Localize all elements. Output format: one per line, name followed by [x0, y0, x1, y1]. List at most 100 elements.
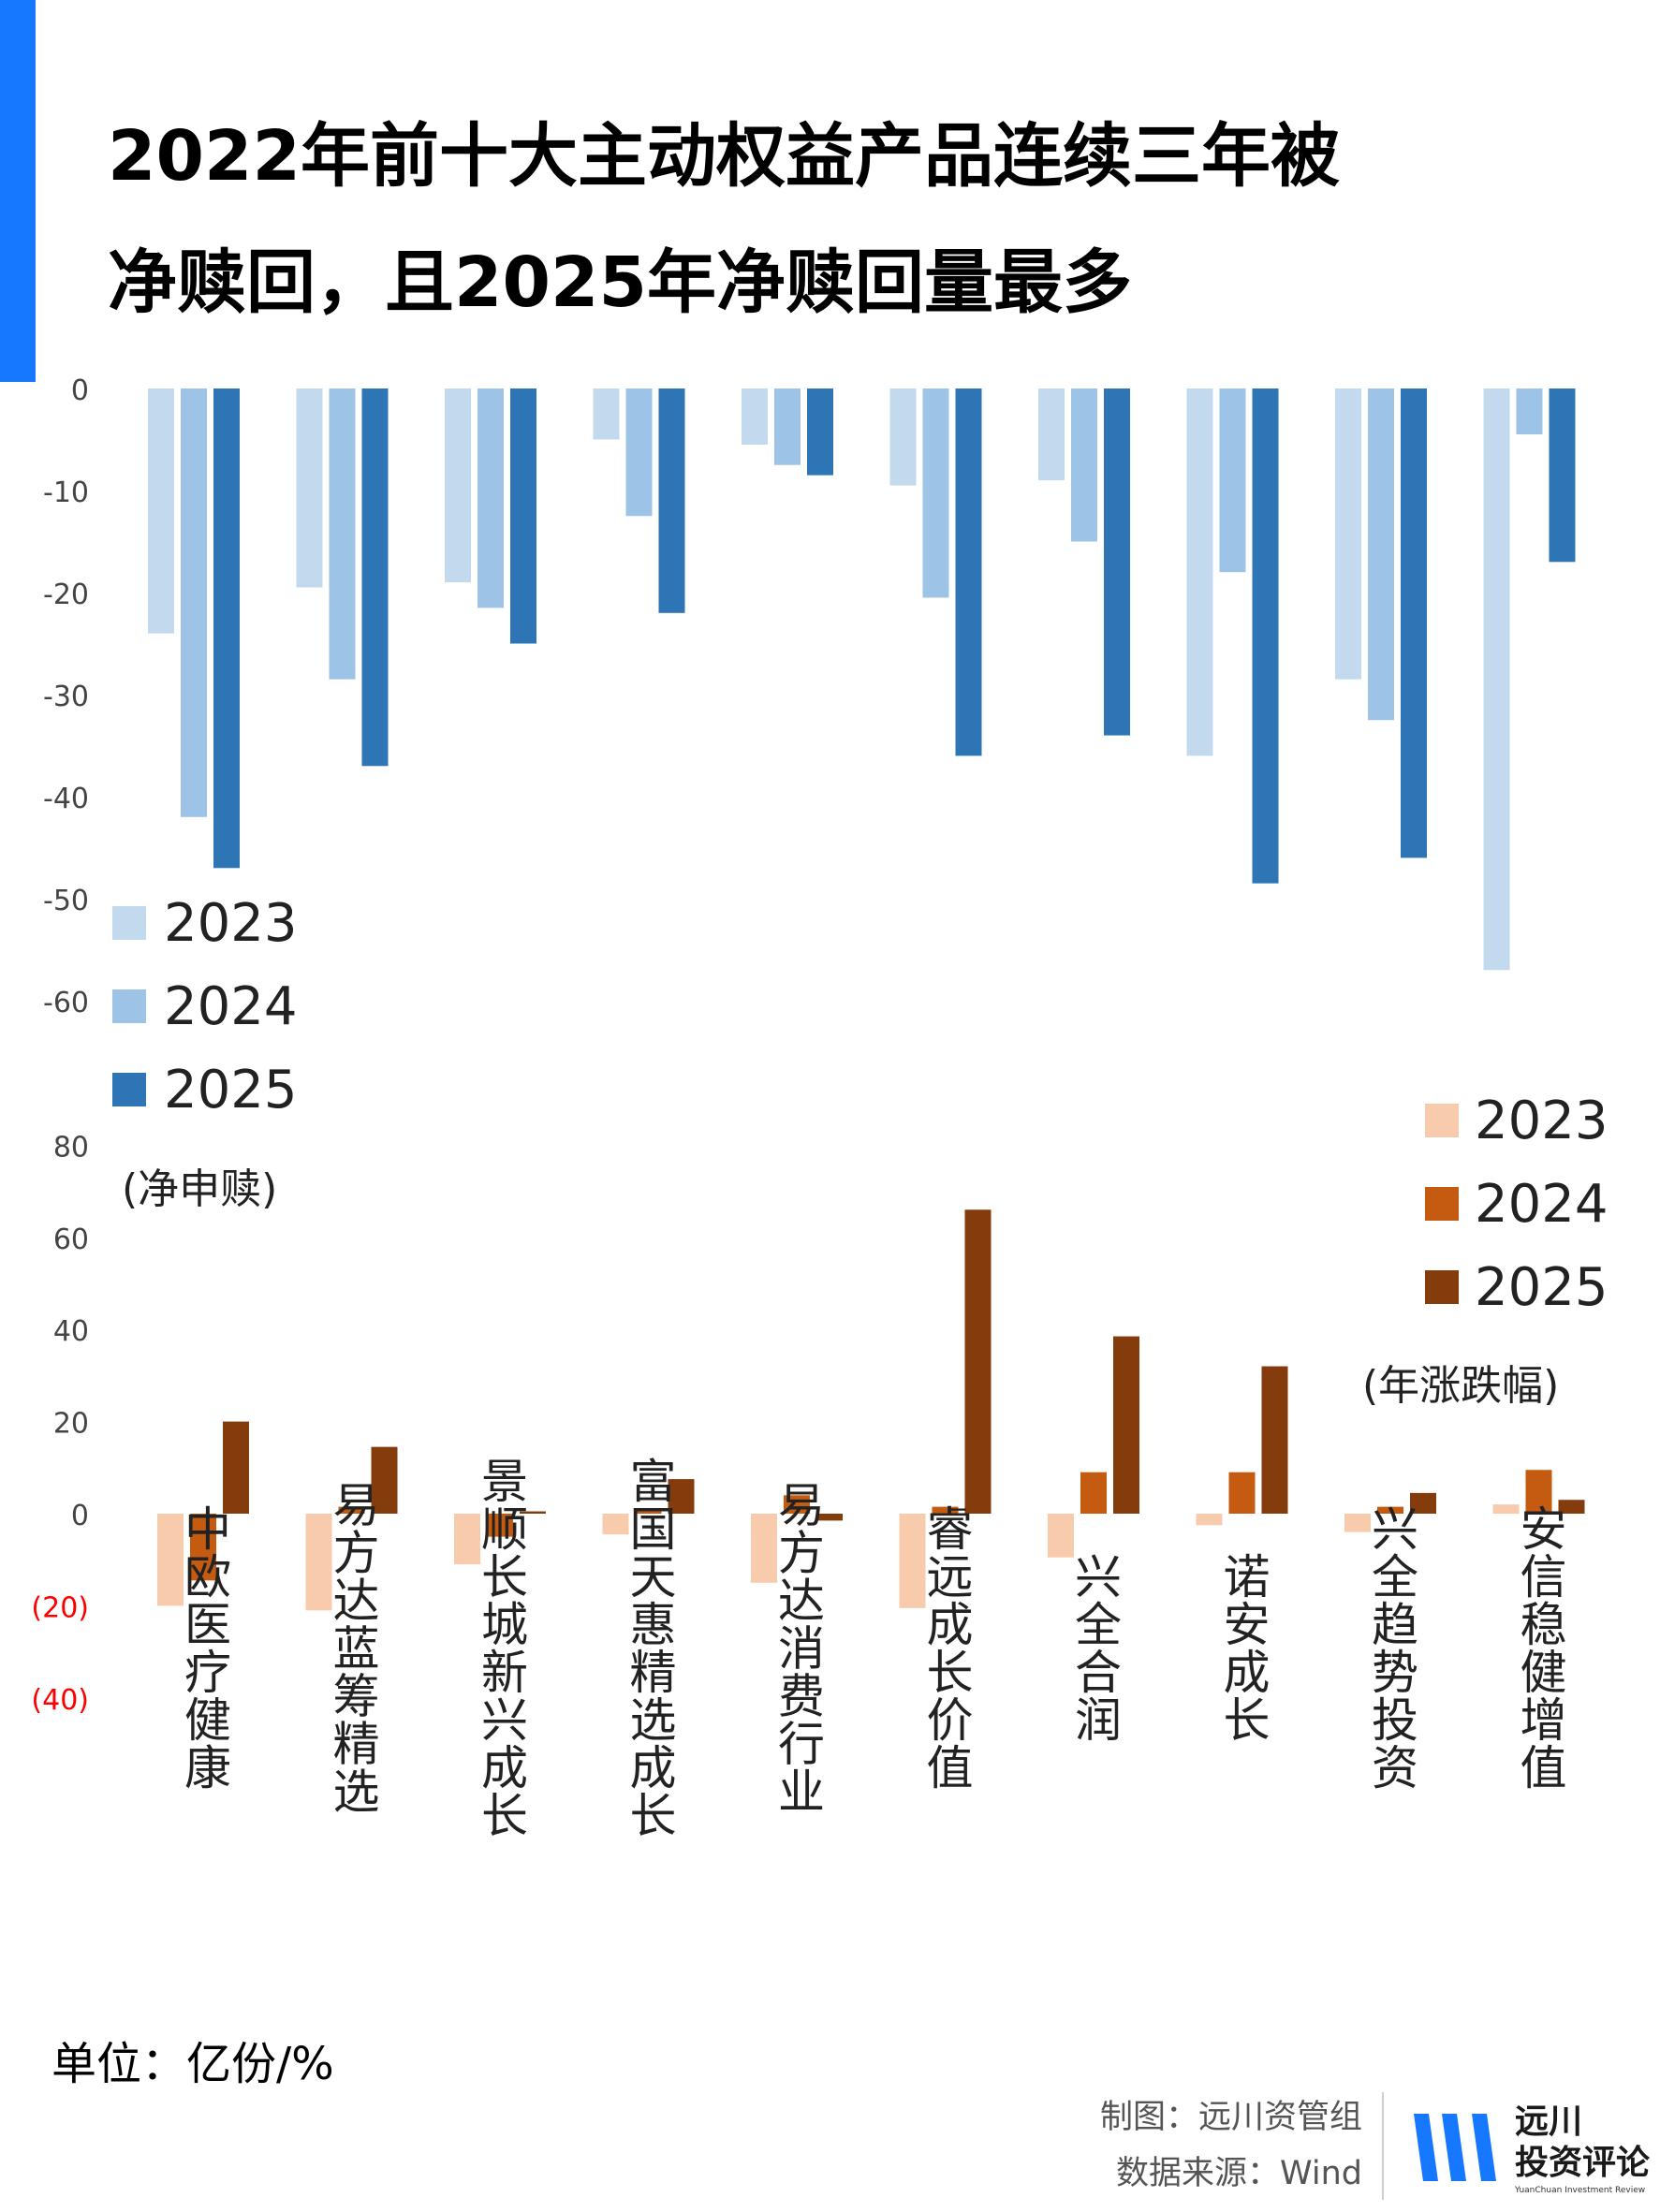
chart-area: 0 -10 -20 -30 -40 -50 -60 2023 2024 2025 80 60 40 20…: [31, 374, 1608, 1838]
bar-2025-6: [955, 388, 982, 756]
bar-2024-6: [932, 1506, 959, 1514]
legend-label-2024: 2024: [164, 976, 298, 1037]
bar-2025-9: [1401, 388, 1427, 858]
legend-label-2023: 2023: [1475, 1091, 1609, 1151]
logo-icon: [1414, 2114, 1496, 2181]
legend-swatch-2024: [1425, 1187, 1459, 1221]
legend-swatch-2023: [1425, 1104, 1459, 1137]
bar-2024-8: [1228, 1472, 1256, 1514]
series-label: (年涨跌幅): [1362, 1362, 1559, 1410]
bar-2024-3: [487, 1514, 513, 1537]
bar-2025-6: [964, 1209, 992, 1514]
bar-2023-7: [1048, 1514, 1074, 1558]
bar-2025-3: [510, 388, 536, 644]
bar-2023-2: [296, 388, 323, 588]
category-label: 景顺长城新兴成长: [474, 1457, 528, 1838]
bar-2023-4: [593, 388, 620, 440]
bar-2025-5: [816, 1514, 843, 1521]
bar-2024-5: [784, 1495, 810, 1514]
y-tick-label: 0: [71, 374, 89, 407]
category-label: 诺安成长: [1216, 1552, 1271, 1743]
bar-2025-5: [807, 388, 833, 476]
bar-2023-6: [899, 1514, 926, 1608]
bar-2024-10: [1525, 1470, 1552, 1514]
legend-swatch-2023: [112, 906, 146, 940]
bar-2024-1: [181, 388, 207, 817]
logo-text: 远川 投资评论: [1515, 2102, 1650, 2184]
y-tick-label: -30: [43, 681, 89, 713]
annual-return-chart: 80 60 40 20 0 (20) (40) (净申赎) (年涨跌幅) 2023 2024 2025: [31, 1091, 1608, 1717]
title-line-2: 净赎回，且2025年净赎回量最多: [108, 242, 1132, 323]
y-tick-label: 20: [53, 1408, 89, 1441]
category-label: 易方达蓝筹精选: [326, 1481, 380, 1815]
bar-2024-1: [190, 1514, 216, 1581]
credit-source: 数据来源：Wind: [1116, 2155, 1362, 2192]
category-label: 睿远成长价值: [919, 1504, 974, 1791]
category-label: 兴全合润: [1067, 1552, 1122, 1743]
legend-label-2023: 2023: [164, 893, 298, 954]
bar-2024-9: [1377, 1506, 1403, 1514]
accent-bar: [0, 0, 36, 382]
bar-2024-4: [625, 388, 653, 517]
bar-2025-9: [1410, 1492, 1436, 1514]
bar-2023-1: [148, 388, 174, 634]
bar-2025-3: [520, 1511, 546, 1514]
bar-2023-8: [1186, 388, 1213, 756]
bar-2025-4: [668, 1479, 695, 1514]
category-label: 富国天惠精选成长: [623, 1457, 677, 1838]
logo-text-line-1: 远川: [1515, 2102, 1583, 2141]
bar-2024-2: [329, 388, 356, 680]
y-tick-label: -60: [43, 987, 89, 1019]
legend-swatch-2024: [112, 989, 146, 1023]
page-title: 2022年前十大主动权益产品连续三年被 净赎回，且2025年净赎回量最多: [108, 94, 1624, 346]
logo-divider: [1382, 2092, 1384, 2200]
bar-2025-7: [1113, 1336, 1139, 1514]
bar-2023-6: [889, 388, 917, 486]
bar-2024-10: [1516, 388, 1543, 435]
bar-2023-7: [1038, 388, 1065, 481]
y-tick-label: 60: [53, 1223, 89, 1256]
category-label: 兴全趋势投资: [1364, 1504, 1418, 1791]
category-label: 易方达消费行业: [771, 1481, 825, 1815]
corner-label: (净申赎): [122, 1165, 277, 1213]
bar-2023-5: [742, 388, 768, 445]
category-label: 安信稳健增值: [1513, 1504, 1567, 1791]
bar-2024-2: [338, 1506, 365, 1514]
bar-2024-7: [1080, 1472, 1107, 1514]
bar-2025-1: [223, 1421, 249, 1514]
legend-label-2025: 2025: [164, 1060, 298, 1121]
logo-subtitle: YuanChuan Investment Review: [1515, 2186, 1646, 2195]
bar-2023-4: [602, 1514, 629, 1535]
bar-2025-2: [361, 388, 389, 767]
bar-2025-8: [1261, 1366, 1288, 1514]
bar-2025-8: [1252, 388, 1279, 884]
credits: 制图：远川资管组 数据来源：Wind: [1100, 2089, 1362, 2202]
bar-2024-8: [1219, 388, 1246, 573]
bar-2024-9: [1368, 388, 1394, 721]
bar-2023-3: [445, 388, 471, 583]
bar-2023-10: [1483, 388, 1510, 971]
bar-2023-10: [1492, 1504, 1520, 1514]
category-label: 中欧医疗健康: [177, 1504, 231, 1791]
legend-swatch-2025: [1425, 1270, 1459, 1304]
bar-2023-9: [1344, 1514, 1371, 1532]
net-redemption-chart: 0 -10 -20 -30 -40 -50 -60 2023 2024 2025: [43, 374, 1576, 1121]
bar-2025-10: [1558, 1500, 1585, 1514]
y-tick-label: (20): [31, 1591, 89, 1624]
bar-2024-6: [922, 388, 949, 598]
bar-2023-3: [454, 1514, 480, 1565]
y-tick-label: -20: [43, 579, 89, 611]
bar-2024-3: [477, 388, 504, 608]
bar-2023-5: [751, 1514, 777, 1583]
title-line-1: 2022年前十大主动权益产品连续三年被: [108, 116, 1340, 197]
bar-2025-2: [371, 1446, 398, 1514]
bar-2025-7: [1104, 388, 1130, 736]
bar-2023-1: [157, 1514, 184, 1606]
bar-2024-4: [635, 1511, 662, 1514]
bar-2024-7: [1071, 388, 1097, 542]
bar-2024-5: [774, 388, 801, 465]
bar-2023-2: [305, 1514, 332, 1611]
legend-label-2024: 2024: [1475, 1174, 1609, 1235]
bar-2025-1: [213, 388, 240, 869]
y-tick-label: -50: [43, 885, 89, 917]
